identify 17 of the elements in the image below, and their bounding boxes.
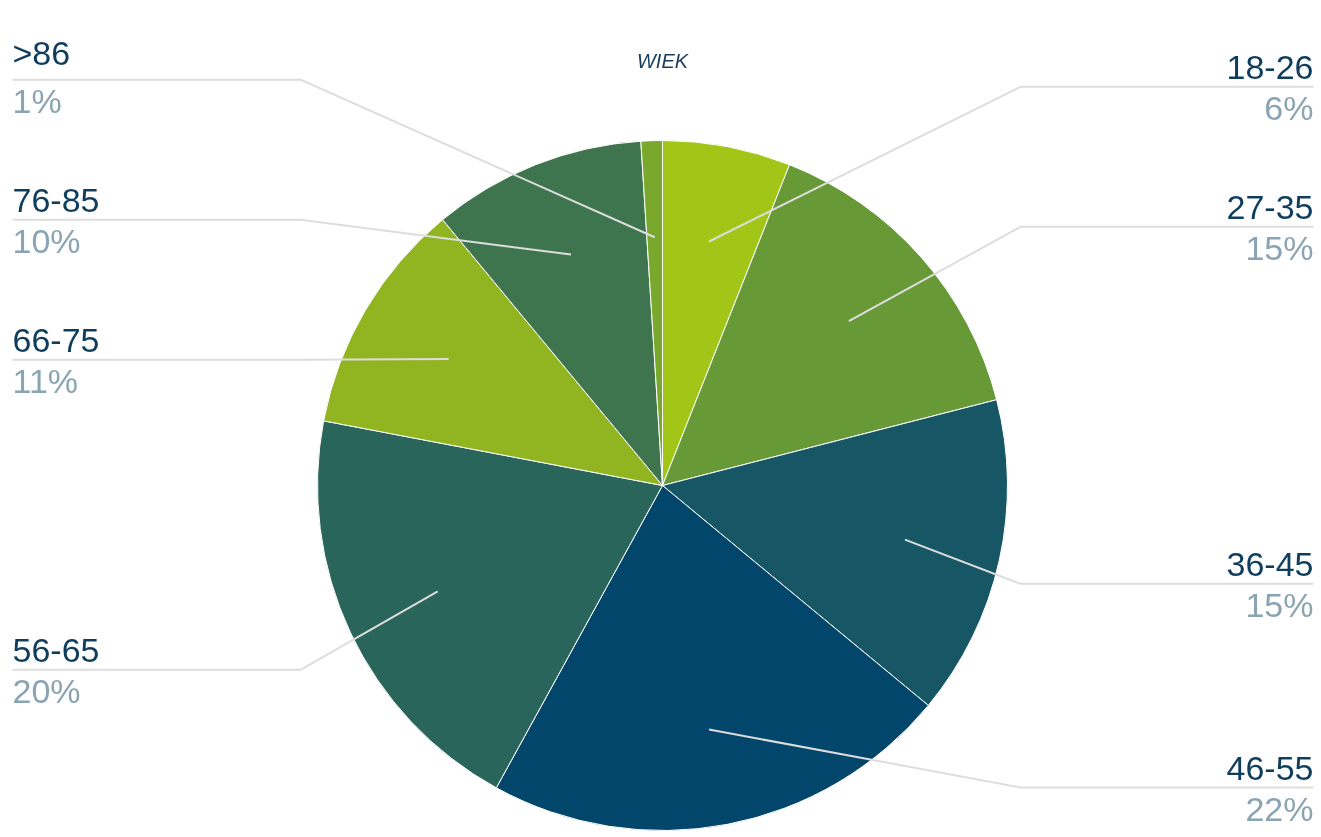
slice-label: 76-85 <box>12 180 100 219</box>
data-label: 10% <box>12 221 81 260</box>
data-label: 20% <box>12 671 81 710</box>
slice-label: 36-45 <box>1226 544 1314 583</box>
slice-label: 46-55 <box>1226 748 1314 787</box>
data-label: 6% <box>1264 88 1314 127</box>
slice-label: 56-65 <box>12 630 100 669</box>
slice-label: 18-26 <box>1226 47 1314 86</box>
chart-title: WIEK <box>636 49 690 72</box>
data-label: 22% <box>1245 789 1314 828</box>
data-label: 15% <box>1245 585 1314 624</box>
data-label: 11% <box>12 361 79 400</box>
slice-label: >86 <box>12 33 71 72</box>
data-label: 1% <box>12 81 62 120</box>
data-label: 15% <box>1245 228 1314 267</box>
slice-label: 27-35 <box>1226 187 1314 226</box>
slice-label: 66-75 <box>12 320 100 359</box>
